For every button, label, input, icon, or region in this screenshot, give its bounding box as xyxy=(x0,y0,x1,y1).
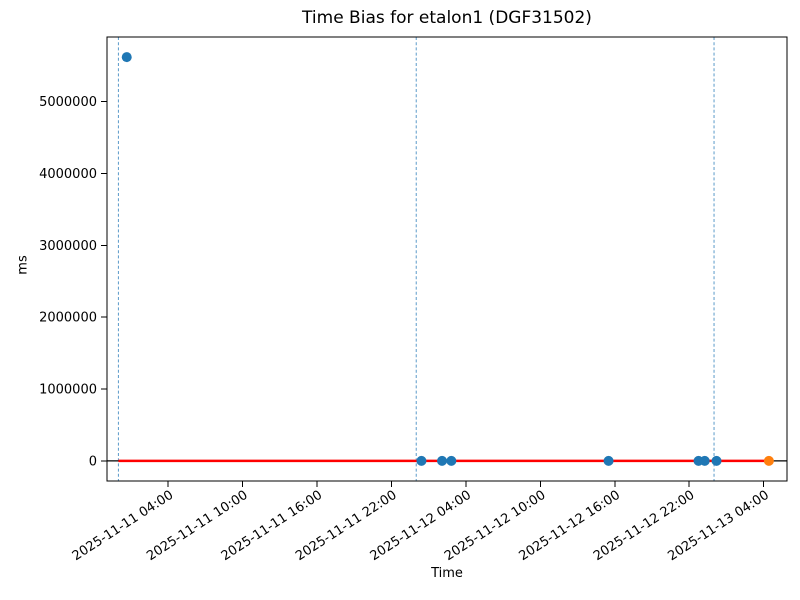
bias-measurements-point xyxy=(416,455,427,466)
y-tick-label: 0 xyxy=(89,454,97,469)
chart-title: Time Bias for etalon1 (DGF31502) xyxy=(302,8,592,28)
y-tick-label: 4000000 xyxy=(39,167,97,182)
y-tick-label: 3000000 xyxy=(39,239,97,254)
bias-measurements-point xyxy=(603,455,614,466)
bias-measurements-point xyxy=(446,455,457,466)
y-tick-label: 2000000 xyxy=(39,311,97,326)
y-tick-label: 1000000 xyxy=(39,383,97,398)
bias-measurements-point xyxy=(437,455,448,466)
x-axis-label: Time xyxy=(431,566,463,581)
latest-measurement-point xyxy=(763,455,774,466)
bias-measurements-point xyxy=(711,455,722,466)
bias-measurements-point xyxy=(699,455,710,466)
y-tick-label: 5000000 xyxy=(39,95,97,110)
y-axis-label: ms xyxy=(15,255,31,275)
bias-measurements-point xyxy=(121,52,132,63)
plot-border xyxy=(106,36,788,482)
